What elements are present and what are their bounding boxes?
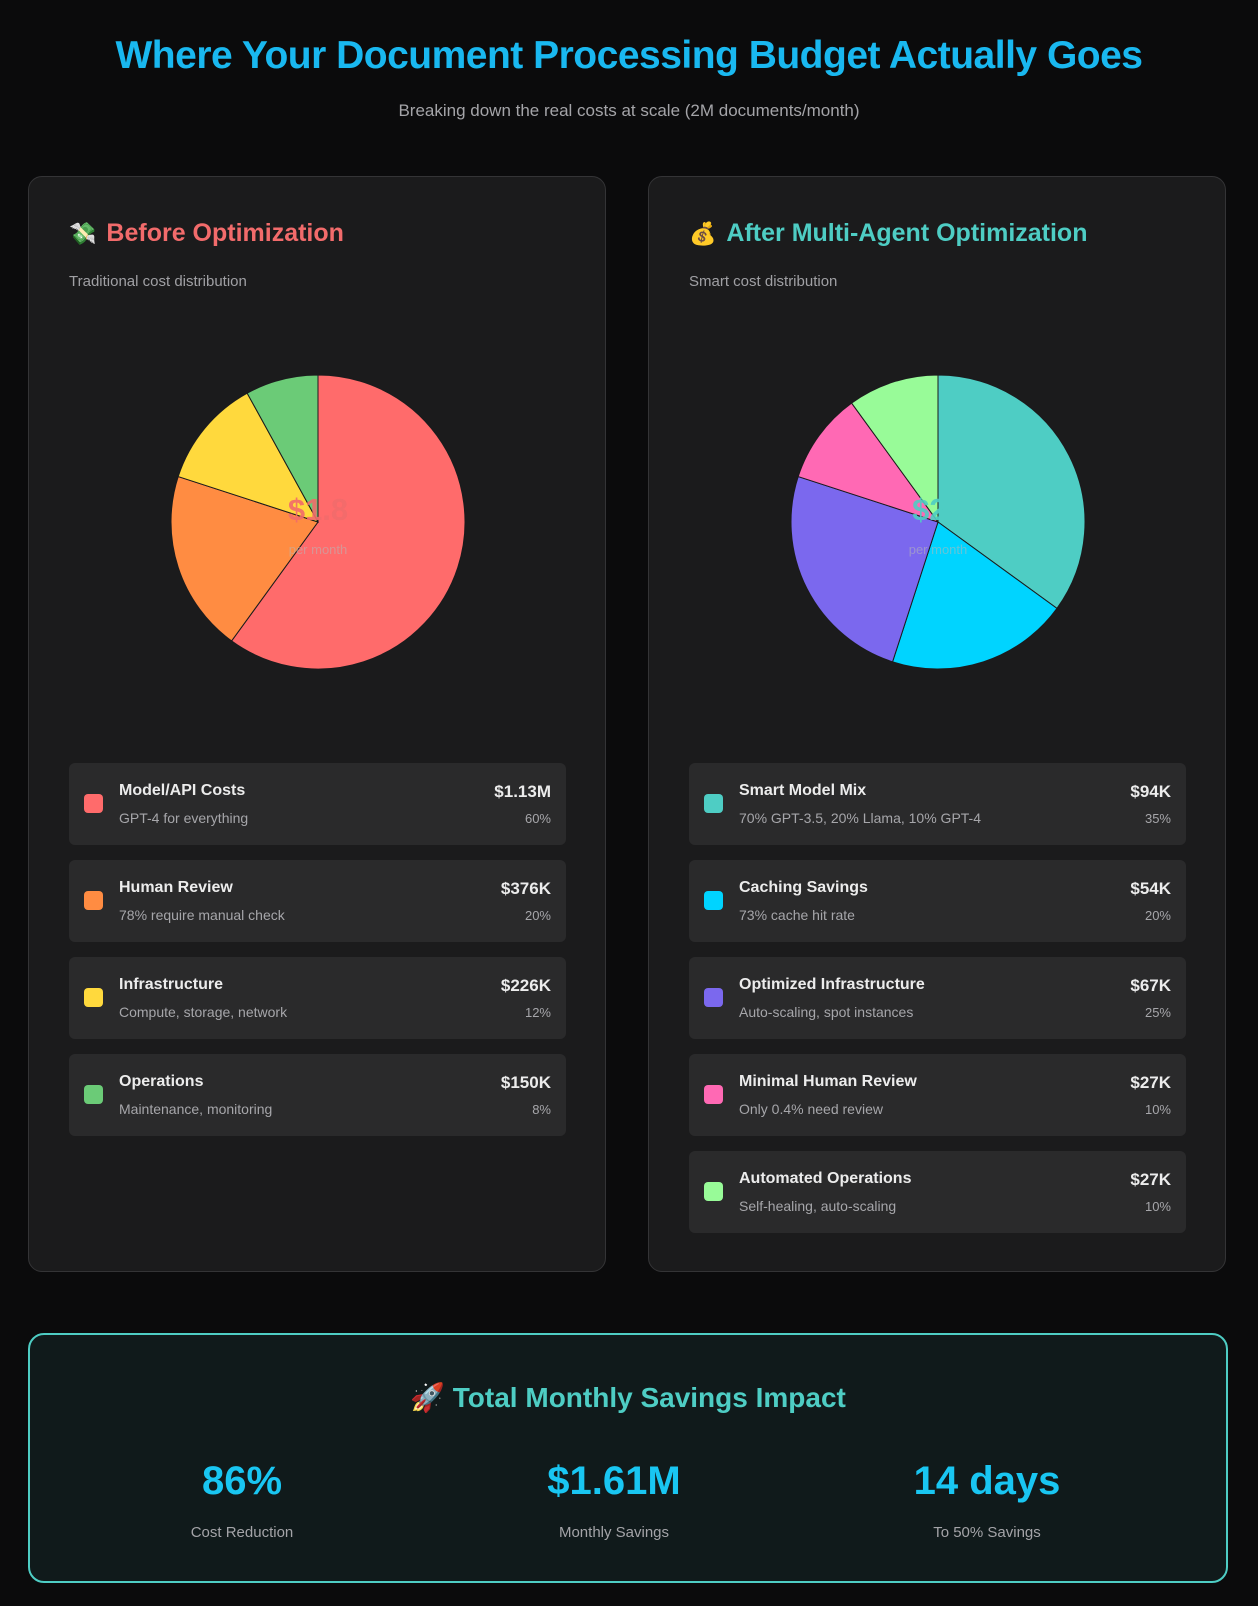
savings-heading: 🚀 Total Monthly Savings Impact: [30, 1381, 1226, 1414]
list-item: Infrastructure Compute, storage, network…: [69, 957, 566, 1039]
list-item: Human Review 78% require manual check $3…: [69, 860, 566, 942]
item-amount: $27K: [1130, 1170, 1171, 1189]
pie-slice-caching-savings: [891, 521, 1058, 670]
item-desc: 78% require manual check: [119, 907, 285, 923]
stat-value: 14 days: [913, 1459, 1061, 1503]
legend-swatch: [704, 1182, 723, 1201]
before-optimization-card: 💸 Before Optimization Traditional cost d…: [28, 176, 606, 1272]
list-item: Minimal Human Review Only 0.4% need revi…: [689, 1054, 1186, 1136]
item-desc: Maintenance, monitoring: [119, 1101, 273, 1117]
card-title: Before Optimization: [106, 219, 344, 247]
item-amount: $94K: [1130, 782, 1171, 801]
legend-swatch: [704, 794, 723, 813]
rocket-icon: 🚀: [410, 1382, 445, 1413]
stat-label: Cost Reduction: [190, 1524, 294, 1541]
item-percent: 60%: [524, 811, 551, 826]
item-name: Infrastructure: [119, 976, 224, 993]
pie-svg: [790, 374, 1086, 670]
card-heading: 💸 Before Optimization: [69, 219, 344, 248]
item-desc: Self-healing, auto-scaling: [739, 1198, 897, 1214]
item-desc: Only 0.4% need review: [739, 1101, 883, 1117]
card-title: After Multi-Agent Optimization: [726, 219, 1088, 247]
legend-swatch: [84, 891, 103, 910]
center-total: $1.8: [287, 492, 349, 527]
stat-value: 86%: [201, 1459, 283, 1503]
item-percent: 10%: [1144, 1102, 1171, 1117]
legend-swatch: [704, 891, 723, 910]
item-name: Caching Savings: [739, 879, 868, 896]
center-label: per month: [288, 542, 348, 557]
legend-swatch: [84, 794, 103, 813]
card-subtitle: Traditional cost distribution: [69, 273, 247, 290]
item-desc: 70% GPT-3.5, 20% Llama, 10% GPT-4: [739, 810, 982, 826]
pie-slice-minimal-human-review: [797, 402, 940, 523]
after-optimization-card: 💰 After Multi-Agent Optimization Smart c…: [648, 176, 1226, 1272]
cost-breakdown-list: Smart Model Mix 70% GPT-3.5, 20% Llama, …: [689, 763, 1186, 1248]
legend-swatch: [704, 1085, 723, 1104]
before-pie-chart: $1.8 per month: [166, 370, 470, 674]
item-amount: $1.13M: [494, 782, 551, 801]
item-amount: $150K: [500, 1073, 551, 1092]
item-desc: GPT-4 for everything: [119, 810, 249, 826]
stat-monthly-savings: $1.61M Monthly Savings: [464, 1459, 764, 1541]
list-item: Automated Operations Self-healing, auto-…: [689, 1151, 1186, 1233]
page-title: Where Your Document Processing Budget Ac…: [115, 34, 1144, 77]
list-item: Optimized Infrastructure Auto-scaling, s…: [689, 957, 1186, 1039]
list-item: Smart Model Mix 70% GPT-3.5, 20% Llama, …: [689, 763, 1186, 845]
item-desc: Compute, storage, network: [119, 1004, 288, 1020]
item-desc: 73% cache hit rate: [739, 907, 855, 923]
item-amount: $226K: [500, 976, 551, 995]
item-percent: 8%: [532, 1102, 551, 1117]
item-name: Minimal Human Review: [739, 1073, 917, 1090]
item-name: Human Review: [119, 879, 233, 896]
item-amount: $54K: [1130, 879, 1171, 898]
item-name: Optimized Infrastructure: [739, 976, 925, 993]
list-item: Model/API Costs GPT-4 for everything $1.…: [69, 763, 566, 845]
pie-svg: [170, 374, 466, 670]
legend-swatch: [84, 988, 103, 1007]
stat-time-to-savings: 14 days To 50% Savings: [837, 1459, 1137, 1541]
pie-slice-infrastructure: [177, 392, 320, 523]
stat-label: Monthly Savings: [558, 1524, 670, 1541]
page-subtitle: Breaking down the real costs at scale (2…: [398, 101, 860, 120]
money-wings-icon: 💸: [69, 220, 97, 246]
pie-slice-smart-model-mix: [937, 374, 1086, 610]
stat-cost-reduction: 86% Cost Reduction: [92, 1459, 392, 1541]
legend-swatch: [84, 1085, 103, 1104]
stat-value: $1.61M: [547, 1459, 681, 1503]
pie-slice-operations: [246, 374, 319, 523]
pie-slice-automated-operations: [850, 374, 939, 524]
card-subtitle: Smart cost distribution: [689, 273, 838, 290]
item-amount: $27K: [1130, 1073, 1171, 1092]
pie-slice-model-api-costs: [230, 374, 466, 670]
item-amount: $67K: [1130, 976, 1171, 995]
list-item: Operations Maintenance, monitoring $150K…: [69, 1054, 566, 1136]
item-percent: 12%: [524, 1005, 551, 1020]
item-percent: 20%: [1144, 908, 1171, 923]
pie-slice-optimized-infrastructure: [790, 475, 939, 663]
item-percent: 20%: [524, 908, 551, 923]
item-name: Model/API Costs: [119, 782, 246, 799]
item-desc: Auto-scaling, spot instances: [739, 1004, 914, 1020]
stat-label: To 50% Savings: [933, 1524, 1041, 1541]
after-pie-chart: $26 per month: [786, 370, 1090, 674]
item-percent: 25%: [1144, 1005, 1171, 1020]
pie-slice-human-review: [170, 475, 319, 642]
card-heading: 💰 After Multi-Agent Optimization: [689, 219, 1087, 248]
center-label: per month: [908, 542, 968, 557]
item-percent: 35%: [1144, 811, 1171, 826]
savings-summary-card: 🚀 Total Monthly Savings Impact 86% Cost …: [28, 1333, 1228, 1583]
cost-breakdown-list: Model/API Costs GPT-4 for everything $1.…: [69, 763, 566, 1151]
item-amount: $376K: [500, 879, 551, 898]
center-total: $26: [912, 492, 964, 527]
legend-swatch: [704, 988, 723, 1007]
item-name: Smart Model Mix: [739, 782, 867, 799]
item-name: Operations: [119, 1073, 204, 1090]
savings-title: Total Monthly Savings Impact: [452, 1382, 846, 1413]
item-percent: 10%: [1144, 1199, 1171, 1214]
item-name: Automated Operations: [739, 1170, 912, 1187]
list-item: Caching Savings 73% cache hit rate $54K …: [689, 860, 1186, 942]
money-bag-icon: 💰: [689, 220, 717, 246]
